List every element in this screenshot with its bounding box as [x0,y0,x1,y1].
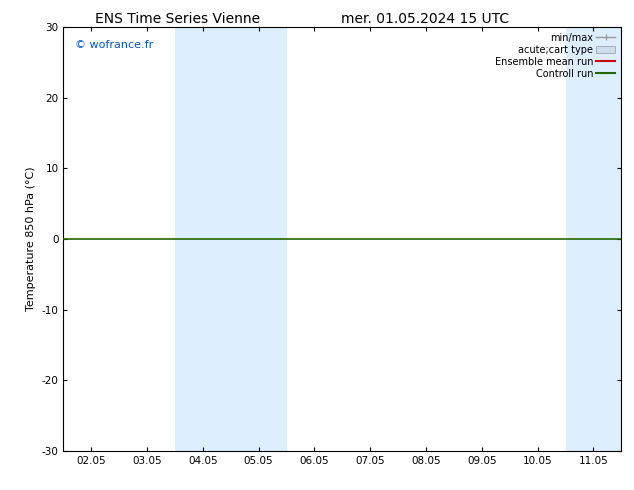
Y-axis label: Temperature 850 hPa (°C): Temperature 850 hPa (°C) [26,167,36,311]
Legend: min/max, acute;cart type, Ensemble mean run, Controll run: min/max, acute;cart type, Ensemble mean … [491,29,619,82]
Text: ENS Time Series Vienne: ENS Time Series Vienne [95,12,260,26]
Bar [175,27,231,451]
Text: mer. 01.05.2024 15 UTC: mer. 01.05.2024 15 UTC [340,12,509,26]
Text: © wofrance.fr: © wofrance.fr [75,40,153,49]
Bar [621,27,634,451]
Bar [231,27,287,451]
Bar [566,27,621,451]
